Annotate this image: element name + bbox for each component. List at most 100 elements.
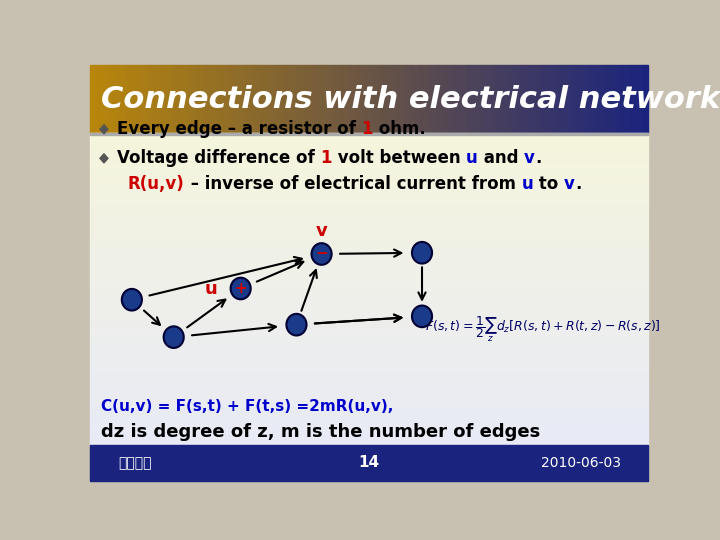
Bar [462,65,467,133]
Text: 1: 1 [361,120,373,138]
Bar [313,65,318,133]
Bar [90,180,648,184]
Bar [495,65,499,133]
Bar [225,65,230,133]
Bar [276,65,281,133]
Bar [90,328,648,332]
Bar [285,65,290,133]
Bar [90,188,648,192]
Bar [620,65,625,133]
Bar [309,65,313,133]
Bar [523,65,527,133]
Bar [90,305,648,309]
Bar [90,235,648,239]
Bar [527,65,532,133]
Bar [215,65,220,133]
Bar [145,65,150,133]
Bar [90,367,648,371]
Bar [90,242,648,246]
Bar [518,65,523,133]
Bar [90,204,648,207]
Bar [90,266,648,270]
Bar [90,141,648,145]
Bar [90,301,648,305]
Text: Voltage difference of: Voltage difference of [117,150,320,167]
Ellipse shape [230,278,251,299]
Bar [625,65,629,133]
Bar [90,145,648,149]
Bar [132,65,137,133]
Bar [90,360,648,363]
Bar [90,207,648,211]
Text: Every edge – a resistor of: Every edge – a resistor of [117,120,361,138]
Bar [290,65,294,133]
Bar [323,65,327,133]
Bar [574,65,578,133]
Bar [239,65,243,133]
Bar [243,65,248,133]
Bar [453,65,457,133]
Bar [90,133,648,137]
Bar [90,422,648,426]
Bar [606,65,611,133]
Bar [118,65,122,133]
Bar [583,65,588,133]
Bar [258,65,262,133]
Bar [90,65,94,133]
Bar [211,65,215,133]
Bar [90,313,648,316]
Bar [90,446,648,481]
Text: 2010-06-03: 2010-06-03 [541,456,621,470]
Bar [438,65,444,133]
Bar [90,402,648,406]
Bar [336,65,341,133]
Bar [616,65,620,133]
Bar [90,406,648,410]
Bar [434,65,438,133]
Bar [90,387,648,390]
Bar [122,65,127,133]
Bar [90,211,648,215]
Text: u: u [466,150,478,167]
Bar [90,395,648,399]
Text: .: . [575,175,582,193]
Bar [183,65,188,133]
Text: u: u [204,280,217,298]
Bar [597,65,601,133]
Bar [202,65,206,133]
Bar [327,65,332,133]
Text: dz is degree of z, m is the number of edges: dz is degree of z, m is the number of ed… [101,422,541,441]
Bar [90,153,648,157]
Bar [550,65,555,133]
Bar [90,223,648,227]
Bar [294,65,300,133]
Bar [94,65,99,133]
Bar [90,274,648,278]
Bar [588,65,592,133]
Bar [601,65,606,133]
Bar [90,270,648,274]
Bar [90,399,648,402]
Bar [90,149,648,153]
Text: .: . [535,150,541,167]
Bar [90,165,648,168]
Bar [90,340,648,344]
Bar [262,65,266,133]
Bar [90,325,648,328]
Bar [90,289,648,293]
Bar [476,65,481,133]
Bar [248,65,253,133]
Bar [90,321,648,325]
Ellipse shape [312,243,332,265]
Bar [634,65,639,133]
Bar [90,293,648,297]
Bar [415,65,420,133]
Bar [90,441,648,445]
Ellipse shape [287,314,307,335]
Text: 1: 1 [320,150,332,167]
Bar [532,65,536,133]
Bar [90,426,648,430]
Bar [360,65,364,133]
Bar [90,390,648,395]
Bar [90,246,648,251]
